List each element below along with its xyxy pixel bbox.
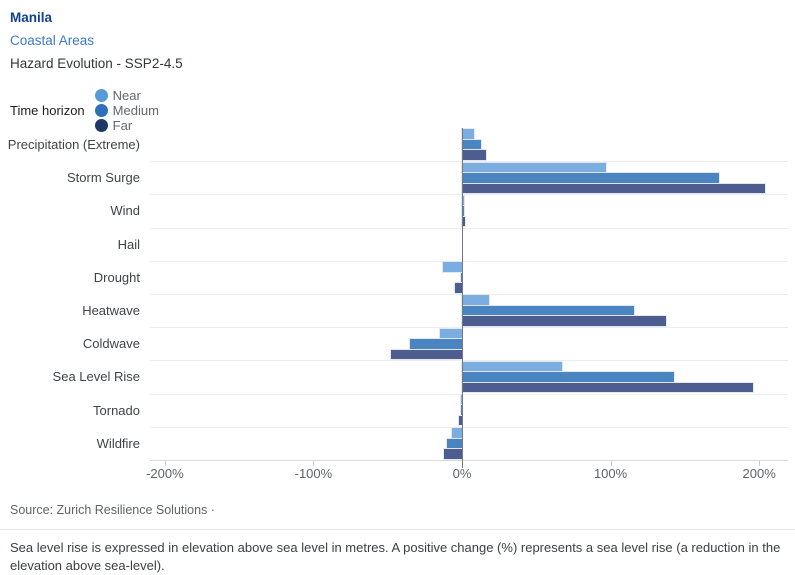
bar-near[interactable] xyxy=(460,394,462,405)
bar-medium[interactable] xyxy=(410,339,462,349)
bar-medium[interactable] xyxy=(447,438,462,449)
x-axis-line xyxy=(150,460,788,461)
bar-far[interactable] xyxy=(459,415,462,426)
legend-item-near[interactable]: Near xyxy=(94,88,159,103)
bar-near[interactable] xyxy=(462,361,562,372)
bar-near[interactable] xyxy=(442,262,462,272)
axis-tick-label: -100% xyxy=(294,466,333,481)
bar-far[interactable] xyxy=(390,349,462,360)
gridline xyxy=(150,227,788,229)
legend-item-label: Medium xyxy=(112,103,159,118)
category-label: Precipitation (Extreme) xyxy=(7,137,140,153)
bar-medium[interactable] xyxy=(462,139,482,150)
axis-tick-label: 100% xyxy=(593,466,628,481)
axis-tick-label: -200% xyxy=(146,466,184,481)
bar-near[interactable] xyxy=(462,295,489,305)
bar-near[interactable] xyxy=(439,328,462,339)
gridline xyxy=(150,194,788,196)
category-label: Coldwave xyxy=(82,336,140,352)
source-text: Source: Zurich Resilience Solutions · xyxy=(10,503,215,517)
legend-item-medium[interactable]: Medium xyxy=(94,103,159,118)
gridline xyxy=(150,161,788,163)
bar-far[interactable] xyxy=(462,382,754,393)
bar-medium[interactable] xyxy=(462,173,720,183)
bar-near[interactable] xyxy=(462,162,607,173)
category-label: Wind xyxy=(110,203,140,219)
bar-medium[interactable] xyxy=(462,372,675,382)
axis-tick xyxy=(759,460,761,466)
category-label: Storm Surge xyxy=(67,170,140,186)
category-label: Tornado xyxy=(93,402,140,418)
value-axis: -200% -100% 0% 100% 200% xyxy=(146,466,788,484)
gridline xyxy=(150,260,788,262)
chart-subtitle: Hazard Evolution - SSP2-4.5 xyxy=(10,56,183,71)
category-axis: Precipitation (Extreme) Storm Surge Wind Ha… xyxy=(0,128,146,460)
axis-tick xyxy=(313,460,315,466)
gridline xyxy=(150,360,788,362)
footnote-text: Sea level rise is expressed in elevation… xyxy=(10,540,781,573)
category-label: Sea Level Rise xyxy=(52,369,140,385)
hazard-bar-chart: Precipitation (Extreme) Storm Surge Wind Ha… xyxy=(0,128,788,484)
legend-dot xyxy=(94,89,108,102)
gridline xyxy=(150,327,788,329)
area-link[interactable]: Coastal Areas xyxy=(10,33,95,48)
category-label: Heatwave xyxy=(82,303,140,319)
legend: Time horizon Near Medium Far xyxy=(10,88,172,133)
legend-items: Near Medium Far xyxy=(94,88,172,133)
legend-item-label: Near xyxy=(112,88,141,103)
legend-title: Time horizon xyxy=(10,103,85,118)
category-label: Drought xyxy=(93,269,140,285)
bar-far[interactable] xyxy=(454,283,462,293)
bar-medium[interactable] xyxy=(460,272,462,283)
axis-tick xyxy=(610,460,612,466)
axis-tick-label: 0% xyxy=(452,466,472,481)
legend-item-far[interactable]: Far xyxy=(94,118,159,133)
gridline xyxy=(150,393,788,395)
axis-tick xyxy=(164,460,166,466)
gridline xyxy=(150,426,788,428)
legend-item-label: Far xyxy=(112,118,133,133)
legend-dot xyxy=(94,104,108,117)
plot-area xyxy=(150,128,788,468)
bar-medium[interactable] xyxy=(462,305,635,316)
gridline xyxy=(150,294,788,295)
zero-axis-line xyxy=(461,128,463,468)
page-title-city: Manila xyxy=(10,10,53,25)
bar-medium[interactable] xyxy=(460,405,462,415)
bar-near[interactable] xyxy=(462,129,474,139)
footer-divider xyxy=(0,529,795,530)
axis-tick-label: 200% xyxy=(742,466,776,481)
bar-near[interactable] xyxy=(451,428,462,438)
category-label: Wildfire xyxy=(96,435,140,451)
legend-dot xyxy=(94,119,108,132)
bar-far[interactable] xyxy=(462,150,486,160)
bar-far[interactable] xyxy=(462,183,766,194)
bar-far[interactable] xyxy=(462,316,666,326)
category-label: Hail xyxy=(117,236,140,252)
bar-far[interactable] xyxy=(444,449,462,459)
bar-far[interactable] xyxy=(462,216,465,227)
